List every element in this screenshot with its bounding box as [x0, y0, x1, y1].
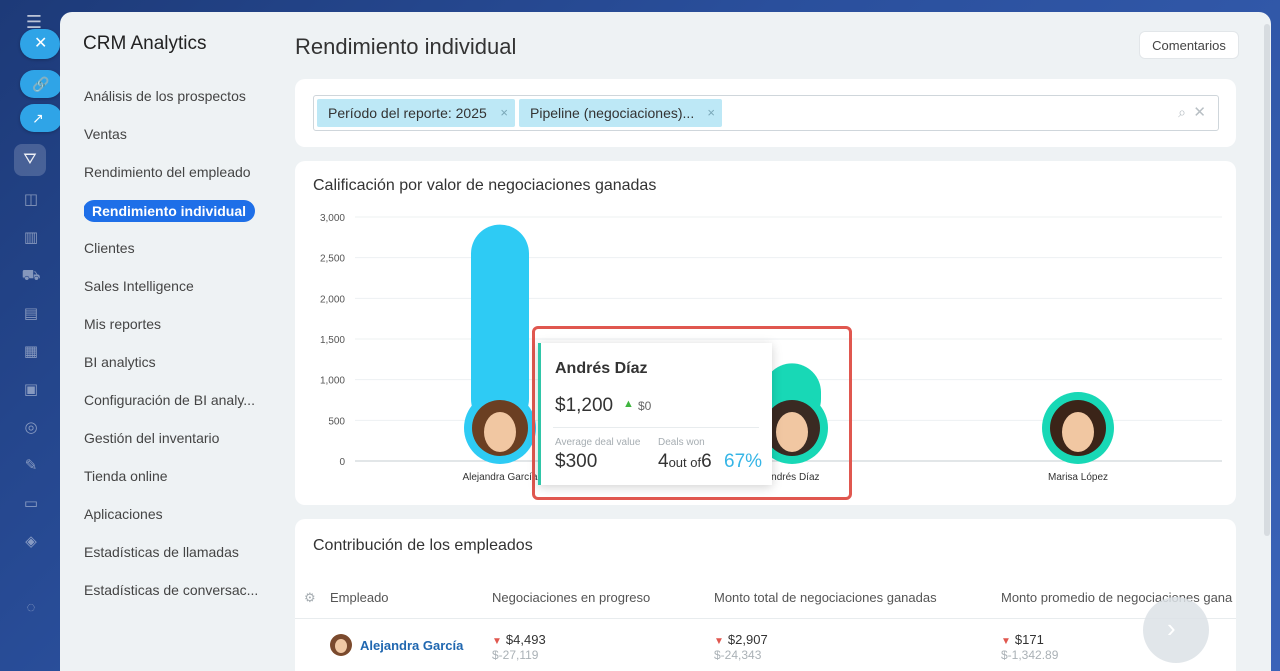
avatar-face	[776, 412, 808, 452]
sidebar-item-estadisticas-conversaciones[interactable]: Estadísticas de conversac...	[84, 582, 259, 598]
sidebar-item-sales-intelligence[interactable]: Sales Intelligence	[84, 278, 194, 294]
comments-button[interactable]: Comentarios	[1139, 31, 1239, 59]
settings-icon[interactable]: ◌	[26, 599, 36, 616]
column-header[interactable]: Monto promedio de negociaciones gana	[1001, 590, 1233, 605]
avg-won-cell: ▼ $171 $-1,342.89	[1001, 632, 1059, 662]
cube-icon[interactable]: ◈	[25, 533, 37, 550]
next-arrow-button[interactable]: ›	[1143, 597, 1209, 663]
tooltip-name: Andrés Díaz	[555, 360, 648, 377]
news-icon[interactable]: ▤	[23, 305, 39, 322]
sidebar-item-config-bi[interactable]: Configuración de BI analy...	[84, 392, 255, 408]
avg-deal-value: $300	[555, 451, 598, 472]
y-tick-label: 2,500	[320, 254, 345, 265]
sidebar-item-estadisticas-llamadas[interactable]: Estadísticas de llamadas	[84, 544, 239, 560]
column-header[interactable]: Monto total de negociaciones ganadas	[714, 590, 937, 605]
close-slider-button[interactable]: ✕	[20, 29, 60, 59]
x-category-label: Andrés Díaz	[764, 472, 819, 483]
deals-won-percent: 67%	[724, 451, 763, 472]
table-header: ⚙ Empleado Negociaciones en progreso Mon…	[295, 583, 1236, 619]
filter-input[interactable]: Período del reporte: 2025 × Pipeline (ne…	[313, 95, 1219, 131]
calendar-icon[interactable]: ▦	[23, 343, 39, 360]
sidebar-item-rendimiento-empleado[interactable]: Rendimiento del empleado	[84, 164, 251, 180]
avg-deal-label: Average deal value	[555, 437, 641, 448]
x-category-label: Marisa López	[1048, 472, 1108, 483]
trend-down-icon: ▼	[492, 636, 502, 647]
avatar	[330, 634, 352, 656]
sidebar-item-analisis-prospectos[interactable]: Análisis de los prospectos	[84, 88, 246, 104]
employee-name-link[interactable]: Alejandra García	[360, 638, 464, 653]
funnel-icon[interactable]: ⛛	[14, 144, 46, 176]
chip-remove-icon[interactable]: ×	[707, 105, 715, 120]
trend-down-icon: ▼	[714, 636, 724, 647]
table-row: Alejandra García ▼ $4,493 $-27,119 ▼ $2,90…	[295, 620, 1236, 671]
sidebar-item-tienda-online[interactable]: Tienda online	[84, 468, 168, 484]
contribution-title: Contribución de los empleados	[313, 537, 533, 554]
y-tick-label: 3,000	[320, 213, 345, 224]
deals-won-value: 4out of6	[658, 451, 712, 472]
tooltip-divider	[553, 427, 759, 428]
gear-icon[interactable]: ⚙	[304, 590, 316, 605]
sidebar-item-clientes[interactable]: Clientes	[84, 240, 135, 256]
app-title: CRM Analytics	[83, 33, 207, 54]
trend-up-icon: ▲	[623, 398, 634, 410]
contribution-card: Contribución de los empleados ⚙ Empleado…	[295, 519, 1236, 671]
search-icon[interactable]: ⌕	[1178, 104, 1186, 120]
column-header[interactable]: Negociaciones en progreso	[492, 590, 651, 605]
robot-icon[interactable]: ◫	[23, 191, 39, 208]
clear-icon[interactable]: ✕	[1193, 104, 1206, 121]
sidebar-item-rendimiento-individual[interactable]: Rendimiento individual	[84, 200, 264, 238]
y-tick-label: 500	[328, 416, 345, 427]
sidebar-item-bi-analytics[interactable]: BI analytics	[84, 354, 156, 370]
x-category-label: Alejandra García	[462, 472, 537, 483]
scrollbar[interactable]	[1264, 24, 1270, 536]
chart-title: Calificación por valor de negociaciones …	[313, 177, 657, 194]
y-tick-label: 0	[339, 457, 345, 468]
filter-chip-pipeline[interactable]: Pipeline (negociaciones)... ×	[519, 99, 722, 127]
filter-chip-period[interactable]: Período del reporte: 2025 ×	[317, 99, 515, 127]
y-tick-label: 1,500	[320, 335, 345, 346]
crm-analytics-window: CRM Analytics Análisis de los prospectos…	[60, 12, 1271, 671]
highlight-frame	[532, 326, 852, 500]
sidebar: CRM Analytics Análisis de los prospectos…	[60, 12, 280, 671]
page-title: Rendimiento individual	[295, 34, 517, 59]
tooltip-delta: $0	[638, 399, 652, 413]
sidebar-item-aplicaciones[interactable]: Aplicaciones	[84, 506, 163, 522]
sidebar-menu: Análisis de los prospectos Ventas Rendim…	[84, 86, 264, 618]
filter-card: Período del reporte: 2025 × Pipeline (ne…	[295, 79, 1236, 147]
avatar-face	[1062, 412, 1094, 452]
y-tick-label: 1,000	[320, 376, 345, 387]
analytics-icon[interactable]: ▥	[23, 229, 39, 246]
chart-bar	[471, 224, 529, 428]
pen-icon[interactable]: ✎	[24, 457, 38, 474]
chart-card: Calificación por valor de negociaciones …	[295, 161, 1236, 505]
y-tick-label: 2,000	[320, 294, 345, 305]
chip-remove-icon[interactable]: ×	[500, 105, 508, 120]
building-icon[interactable]: ▣	[23, 381, 39, 398]
target-icon[interactable]: ◎	[24, 419, 38, 436]
tooltip-amount: $1,200	[555, 395, 614, 416]
sidebar-item-gestion-inventario[interactable]: Gestión del inventario	[84, 430, 220, 446]
cart-icon[interactable]: ⛟	[21, 267, 41, 284]
column-header[interactable]: Empleado	[330, 590, 389, 605]
document-icon[interactable]: ▭	[23, 495, 39, 512]
deals-won-label: Deals won	[658, 437, 705, 448]
menu-icon[interactable]: ☰	[25, 12, 43, 32]
copy-link-button[interactable]: 🔗	[20, 70, 62, 98]
in-progress-cell: ▼ $4,493 $-27,119	[492, 632, 546, 662]
total-won-cell: ▼ $2,907 $-24,343	[714, 632, 768, 662]
trend-down-icon: ▼	[1001, 636, 1011, 647]
open-new-window-button[interactable]: ↗	[20, 104, 62, 132]
sidebar-item-ventas[interactable]: Ventas	[84, 126, 127, 142]
employee-tooltip: Andrés Díaz $1,200 ▲ $0 Average deal val…	[538, 343, 772, 485]
rating-chart: 0 500 1,000 1,500 2,000 2,500 3,000 Alejandra G…	[320, 213, 1222, 483]
app-rail: ☰ ✕ 🔗 ↗ ⛛ ◫ ▥ ⛟ ▤ ▦ ▣ ◎ ✎ ▭ ◈ ◌	[0, 0, 62, 671]
avatar-face	[484, 412, 516, 452]
sidebar-item-mis-reportes[interactable]: Mis reportes	[84, 316, 162, 332]
